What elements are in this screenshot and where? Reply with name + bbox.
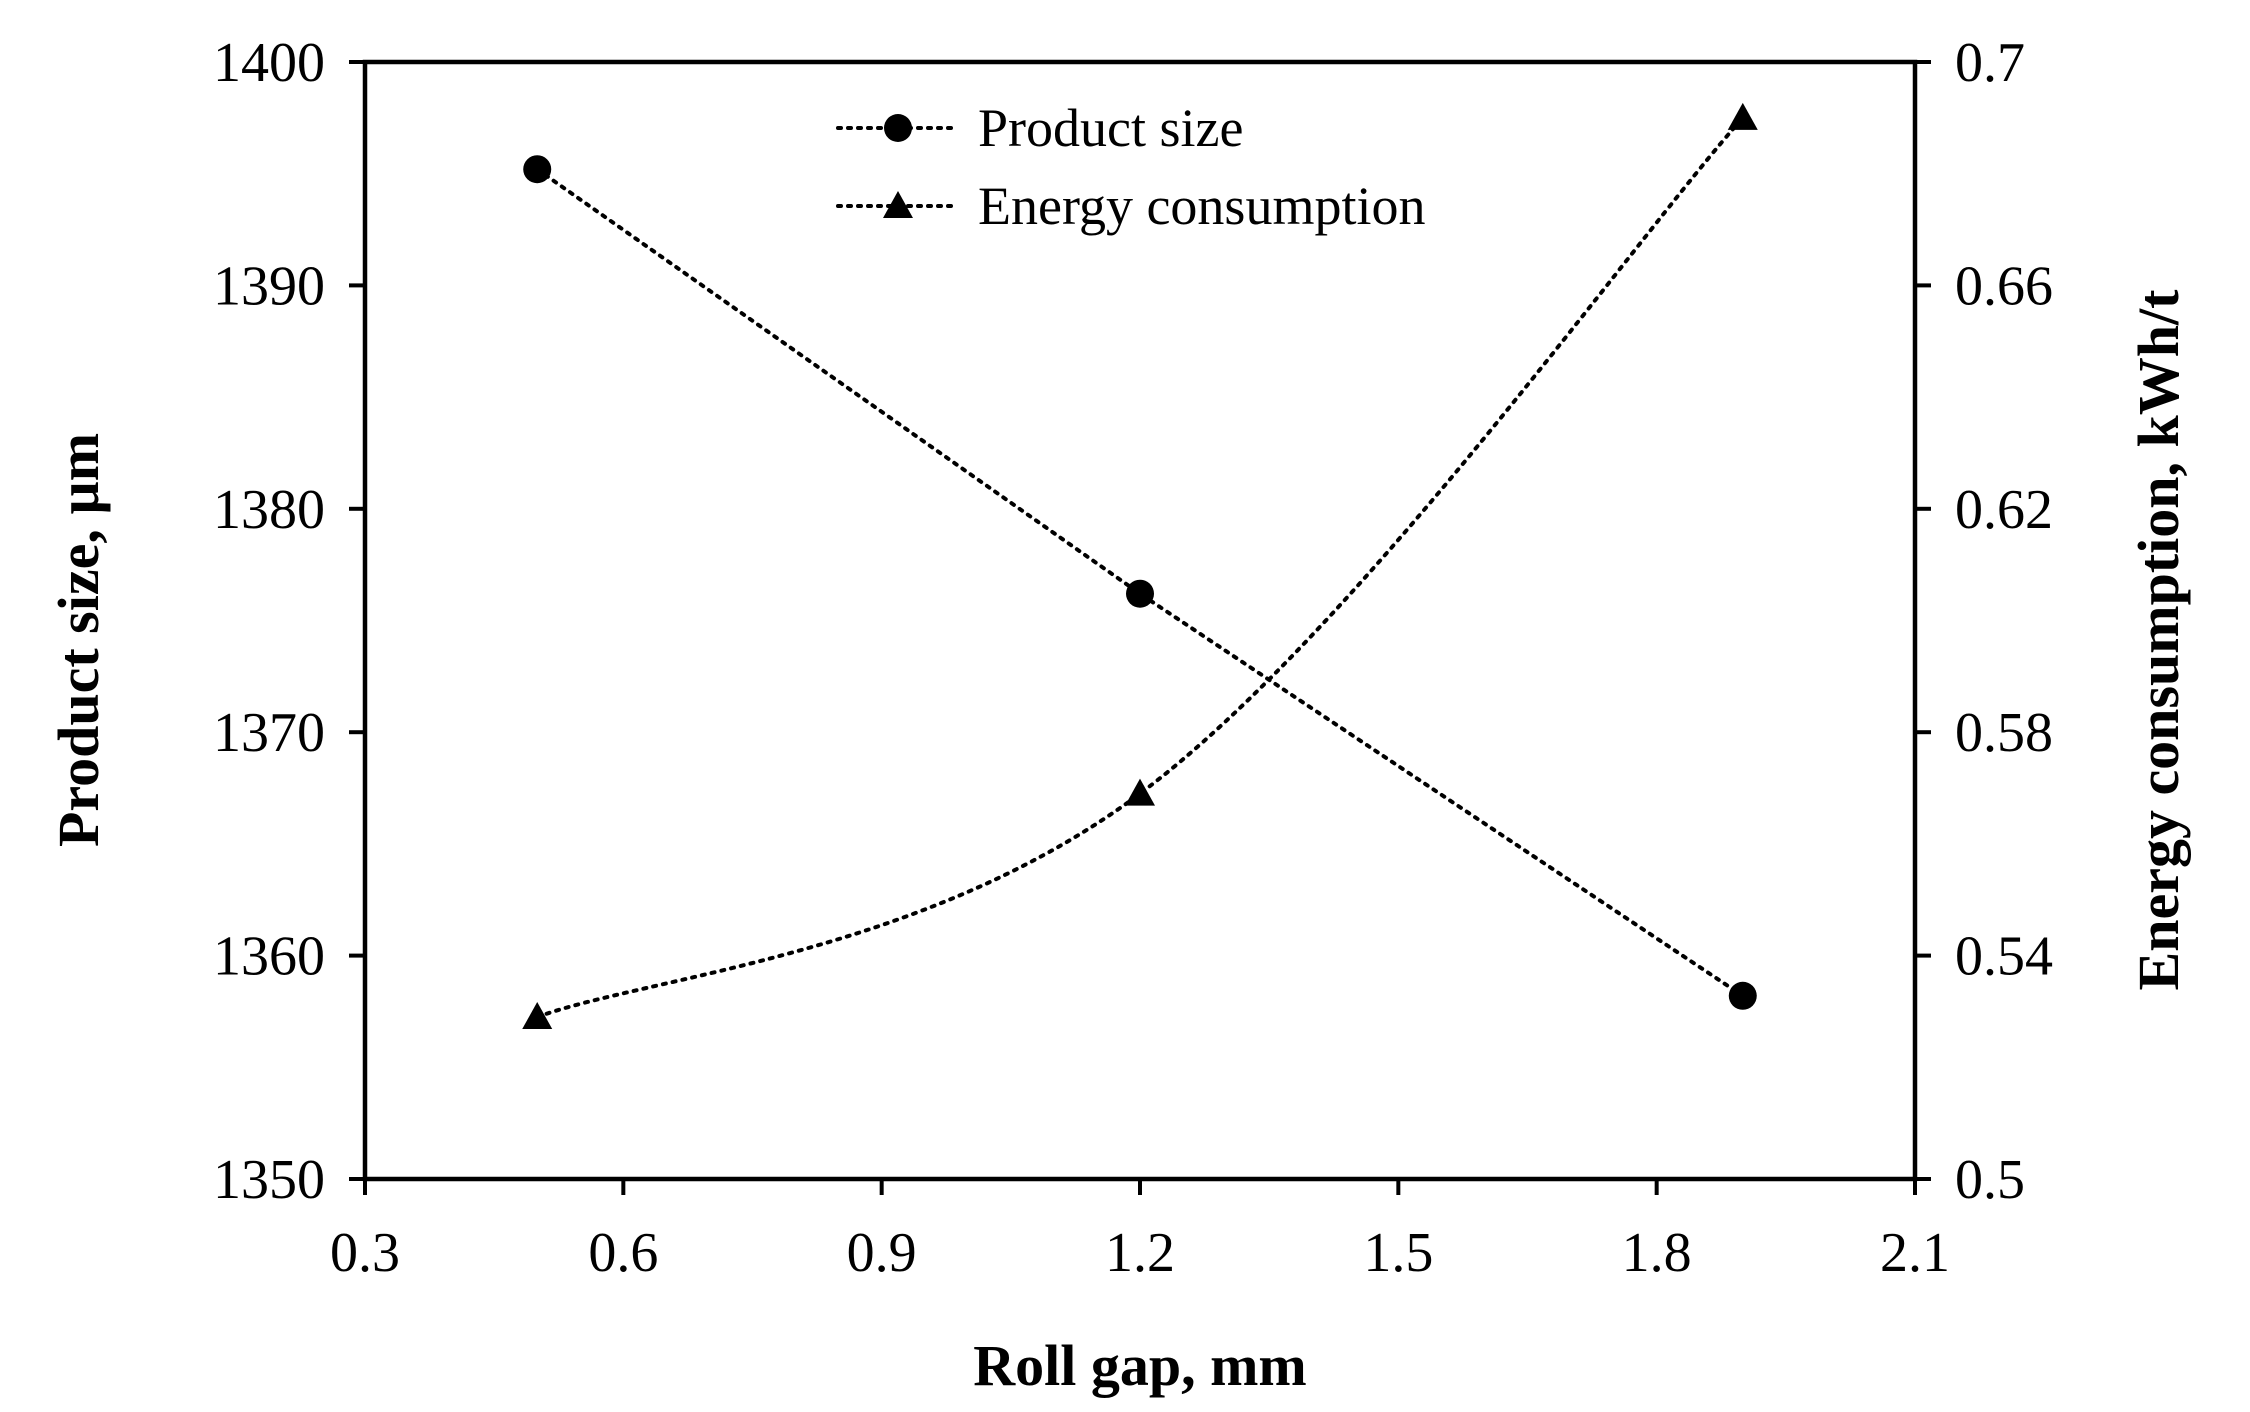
y2-tick-label: 0.7 [1955,32,2025,94]
x-tick-label: 1.5 [1363,1222,1433,1284]
legend: Product size Energy consumption [836,98,1425,236]
axis-tick-labels: 0.3 0.6 0.9 1.2 1.5 1.8 2.1 1350 1360 1370 1380 139… [213,32,2053,1284]
x-tick-label: 0.6 [588,1222,658,1284]
x-tick-label: 1.2 [1105,1222,1175,1284]
legend-label-energy-consumption: Energy consumption [978,176,1425,236]
data-point-energy-consumption [1125,778,1155,806]
data-point-product-size [1728,981,1757,1010]
x-tick-label: 1.8 [1622,1222,1692,1284]
y-tick-label: 1360 [213,926,325,988]
y2-tick-label: 0.58 [1955,702,2053,764]
x-axis-title: Roll gap, mm [973,1333,1307,1398]
x-tick-label: 0.9 [847,1222,917,1284]
legend-marker-energy-consumption [883,191,913,218]
y-tick-label: 1400 [213,32,325,94]
series-layer [522,102,1758,1030]
data-point-energy-consumption [1727,102,1758,130]
legend-label-product-size: Product size [978,98,1243,158]
series-line-product-size [535,167,1745,998]
y2-tick-label: 0.62 [1955,479,2053,541]
y2-tick-label: 0.5 [1955,1149,2025,1211]
series-line-energy-consumption [535,115,1745,1020]
data-point-energy-consumption [522,1002,553,1030]
data-point-product-size [1126,579,1154,608]
y2-tick-label: 0.54 [1955,926,2053,988]
x-tick-label: 2.1 [1880,1222,1950,1284]
x-tick-label: 0.3 [330,1222,400,1284]
y2-tick-label: 0.66 [1955,255,2053,317]
y-tick-label: 1350 [213,1149,325,1211]
legend-marker-product-size [884,114,912,142]
y2-axis-title: Energy consumption, kWh/t [2126,289,2191,991]
y-tick-label: 1370 [213,702,325,764]
data-point-product-size [523,155,552,184]
y-tick-label: 1380 [213,479,325,541]
y-tick-label: 1390 [213,255,325,317]
y-axis-title: Product size, µm [46,433,111,847]
axis-ticks [349,60,1931,1195]
